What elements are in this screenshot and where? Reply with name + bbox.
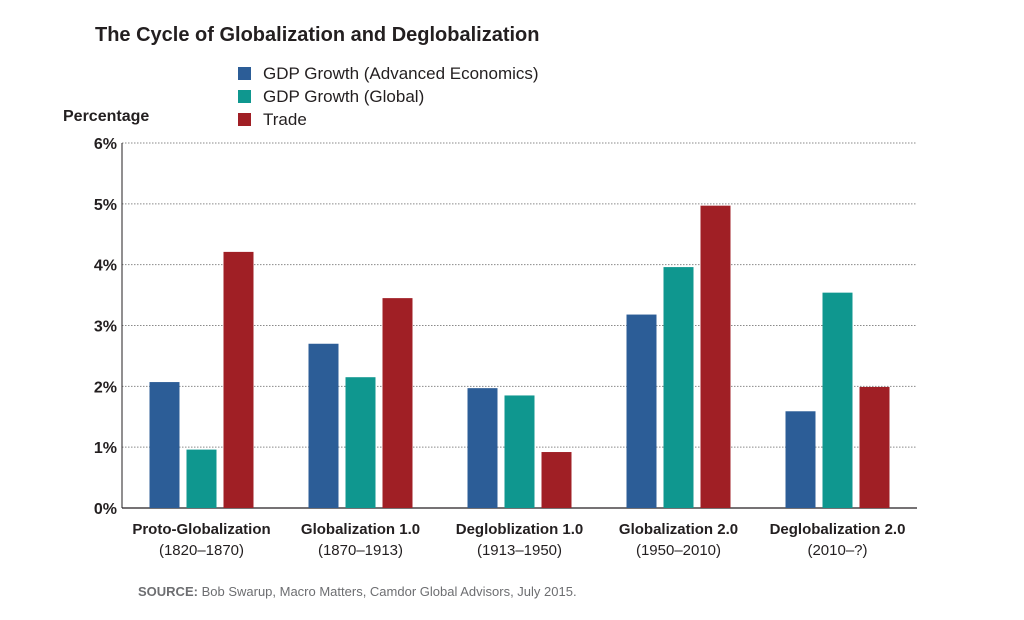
y-tick-label: 5% <box>94 197 117 214</box>
legend-swatch-trade <box>238 113 251 126</box>
legend-item-advanced: GDP Growth (Advanced Economics) <box>238 62 539 85</box>
legend-item-global: GDP Growth (Global) <box>238 85 539 108</box>
legend-swatch-global <box>238 90 251 103</box>
source-text: Bob Swarup, Macro Matters, Camdor Global… <box>201 584 577 599</box>
bar-trade <box>223 251 254 508</box>
x-category-label: Deglobalization 2.0 <box>770 521 906 538</box>
y-tick-label: 4% <box>94 258 117 275</box>
x-category-period: (1950–2010) <box>636 542 721 559</box>
source-note: SOURCE: Bob Swarup, Macro Matters, Camdo… <box>138 584 577 599</box>
bar-advanced <box>149 382 180 508</box>
bar-global <box>663 267 694 508</box>
y-tick-label: 1% <box>94 440 117 457</box>
bar-trade <box>382 298 413 508</box>
legend: GDP Growth (Advanced Economics) GDP Grow… <box>238 62 539 131</box>
bar-advanced <box>785 411 816 508</box>
bar-global <box>186 449 217 508</box>
chart-title: The Cycle of Globalization and Deglobali… <box>95 24 540 46</box>
x-category-period: (1870–1913) <box>318 542 403 559</box>
x-category-period: (2010–?) <box>807 542 867 559</box>
bar-trade <box>859 386 890 508</box>
legend-item-trade: Trade <box>238 108 539 131</box>
x-category-label: Globalization 1.0 <box>301 521 420 538</box>
x-category-period: (1820–1870) <box>159 542 244 559</box>
bar-advanced <box>308 343 339 508</box>
x-category-period: (1913–1950) <box>477 542 562 559</box>
legend-label-trade: Trade <box>263 109 307 129</box>
legend-label-advanced: GDP Growth (Advanced Economics) <box>263 63 539 83</box>
y-axis-label: Percentage <box>63 108 150 125</box>
x-category-label: Globalization 2.0 <box>619 521 738 538</box>
y-tick-label: 2% <box>94 379 117 396</box>
bar-trade <box>700 205 731 509</box>
x-category-label: Degloblization 1.0 <box>456 521 584 538</box>
bar-advanced <box>626 314 657 508</box>
legend-swatch-advanced <box>238 67 251 80</box>
source-label: SOURCE: <box>138 584 198 599</box>
y-tick-label: 6% <box>94 136 117 153</box>
legend-label-global: GDP Growth (Global) <box>263 86 425 106</box>
bar-trade <box>541 452 572 508</box>
bar-advanced <box>467 388 498 508</box>
bar-global <box>504 395 535 508</box>
bar-global <box>345 377 376 508</box>
x-category-label: Proto-Globalization <box>132 521 270 538</box>
bar-global <box>822 292 853 508</box>
y-tick-label: 3% <box>94 319 117 336</box>
y-tick-label: 0% <box>94 501 117 518</box>
